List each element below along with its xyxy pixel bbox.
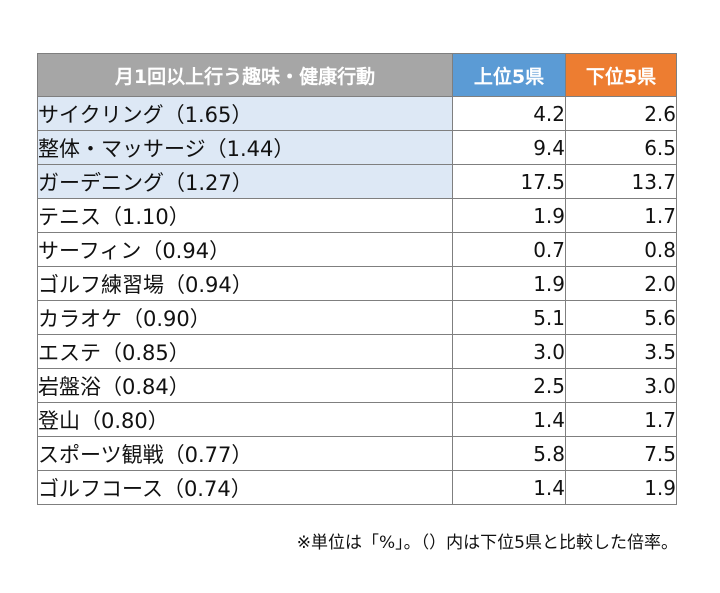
table-row: ガーデニング（1.27） 17.5 13.7 [37,164,677,199]
row-item-label: ゴルフ練習場（0.94） [37,266,453,301]
row-bottom5-value: 7.5 [565,436,677,471]
row-bottom5-value: 0.8 [565,232,677,267]
table-row: エステ（0.85） 3.0 3.5 [37,334,677,369]
row-top5-value: 1.4 [452,470,566,505]
row-item-label: エステ（0.85） [37,334,453,369]
row-bottom5-value: 1.9 [565,470,677,505]
row-top5-value: 9.4 [452,130,566,165]
row-bottom5-value: 1.7 [565,198,677,233]
table-row: 整体・マッサージ（1.44） 9.4 6.5 [37,130,677,165]
table-row: テニス（1.10） 1.9 1.7 [37,198,677,233]
table-row: ゴルフ練習場（0.94） 1.9 2.0 [37,266,677,301]
row-item-label: スポーツ観戦（0.77） [37,436,453,471]
table-row: サーフィン（0.94） 0.7 0.8 [37,232,677,267]
row-bottom5-value: 5.6 [565,300,677,335]
row-bottom5-value: 2.0 [565,266,677,301]
row-bottom5-value: 1.7 [565,402,677,437]
header-top5: 上位5県 [452,53,566,97]
row-item-label: 岩盤浴（0.84） [37,368,453,403]
row-item-label: 整体・マッサージ（1.44） [37,130,453,165]
row-top5-value: 2.5 [452,368,566,403]
row-item-label: ガーデニング（1.27） [37,164,453,199]
row-top5-value: 5.8 [452,436,566,471]
row-item-label: ゴルフコース（0.74） [37,470,453,505]
hobby-comparison-table-container: 月1回以上行う趣味・健康行動 上位5県 下位5県 サイクリング（1.65） 4.… [37,53,677,505]
table-footnote: ※単位は「%」。（）内は下位5県と比較した倍率。 [296,533,678,553]
row-top5-value: 17.5 [452,164,566,199]
row-item-label: サーフィン（0.94） [37,232,453,267]
row-top5-value: 1.9 [452,266,566,301]
row-bottom5-value: 2.6 [565,96,677,131]
row-top5-value: 3.0 [452,334,566,369]
table-row: サイクリング（1.65） 4.2 2.6 [37,96,677,131]
table-row: 登山（0.80） 1.4 1.7 [37,402,677,437]
row-top5-value: 5.1 [452,300,566,335]
row-bottom5-value: 6.5 [565,130,677,165]
table-row: 岩盤浴（0.84） 2.5 3.0 [37,368,677,403]
row-bottom5-value: 3.0 [565,368,677,403]
row-item-label: 登山（0.80） [37,402,453,437]
row-item-label: サイクリング（1.65） [37,96,453,131]
row-bottom5-value: 3.5 [565,334,677,369]
table-row: スポーツ観戦（0.77） 5.8 7.5 [37,436,677,471]
row-bottom5-value: 13.7 [565,164,677,199]
table-body: サイクリング（1.65） 4.2 2.6 整体・マッサージ（1.44） 9.4 … [37,96,677,505]
row-top5-value: 1.9 [452,198,566,233]
header-bottom5: 下位5県 [565,53,677,97]
table-row: カラオケ（0.90） 5.1 5.6 [37,300,677,335]
header-item: 月1回以上行う趣味・健康行動 [37,53,453,97]
row-item-label: カラオケ（0.90） [37,300,453,335]
row-top5-value: 4.2 [452,96,566,131]
hobby-comparison-table: 月1回以上行う趣味・健康行動 上位5県 下位5県 サイクリング（1.65） 4.… [37,53,677,505]
row-top5-value: 0.7 [452,232,566,267]
row-top5-value: 1.4 [452,402,566,437]
row-item-label: テニス（1.10） [37,198,453,233]
table-row: ゴルフコース（0.74） 1.4 1.9 [37,470,677,505]
table-header-row: 月1回以上行う趣味・健康行動 上位5県 下位5県 [37,53,677,97]
